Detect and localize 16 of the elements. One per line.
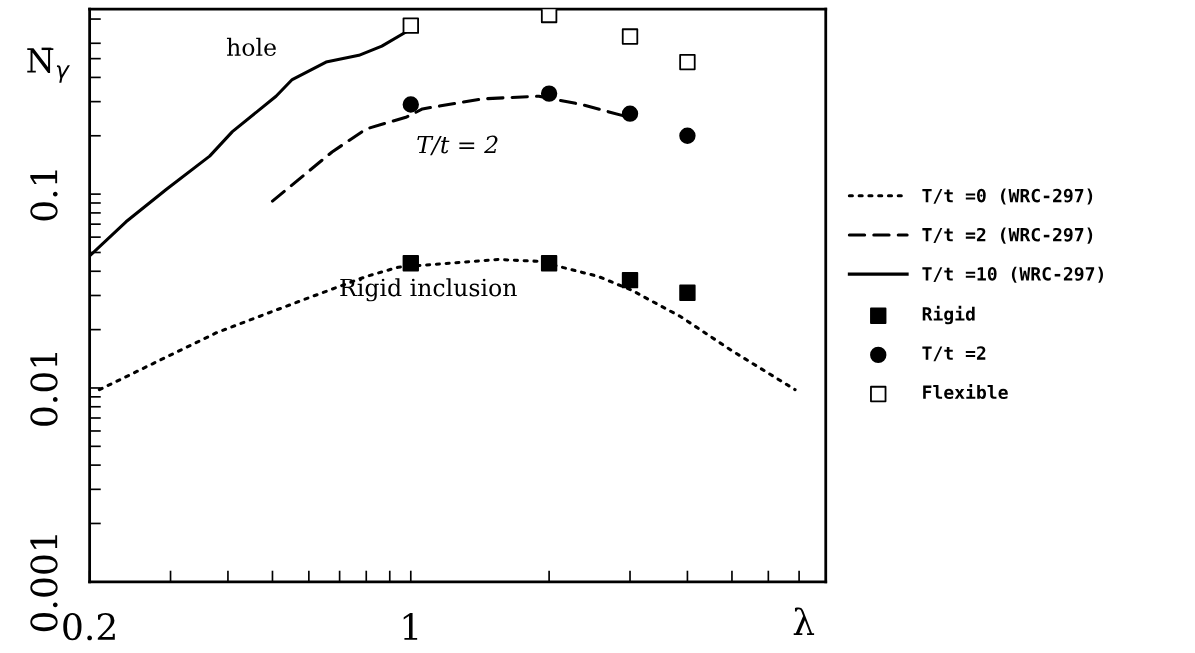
legend-label: Flexible: [923, 384, 1008, 400]
legend-label: T/t =10 (WRC-297): [922, 266, 1103, 283]
y-tick-label: 0.1: [30, 170, 58, 221]
legend-label: T/t =2: [922, 346, 986, 362]
x-tick-label: 0.2: [63, 613, 115, 641]
annotation: T/t = 2: [417, 135, 498, 156]
y-tick-label: 0.01: [30, 352, 58, 426]
annotation: Rigid inclusion: [340, 278, 517, 302]
legend-label: T/t =0 (WRC-297): [922, 188, 1093, 205]
y-axis-title: N̄$_{γ}$: [27, 47, 70, 83]
legend-label: T/t =2 (WRC-297): [922, 227, 1093, 244]
x-tick-label: 1: [403, 613, 418, 640]
y-tick-label: 0.001: [30, 535, 58, 632]
legend-label: Rigid: [922, 305, 975, 325]
annotation: hole: [226, 37, 276, 57]
x-axis-title: λ: [793, 607, 815, 636]
